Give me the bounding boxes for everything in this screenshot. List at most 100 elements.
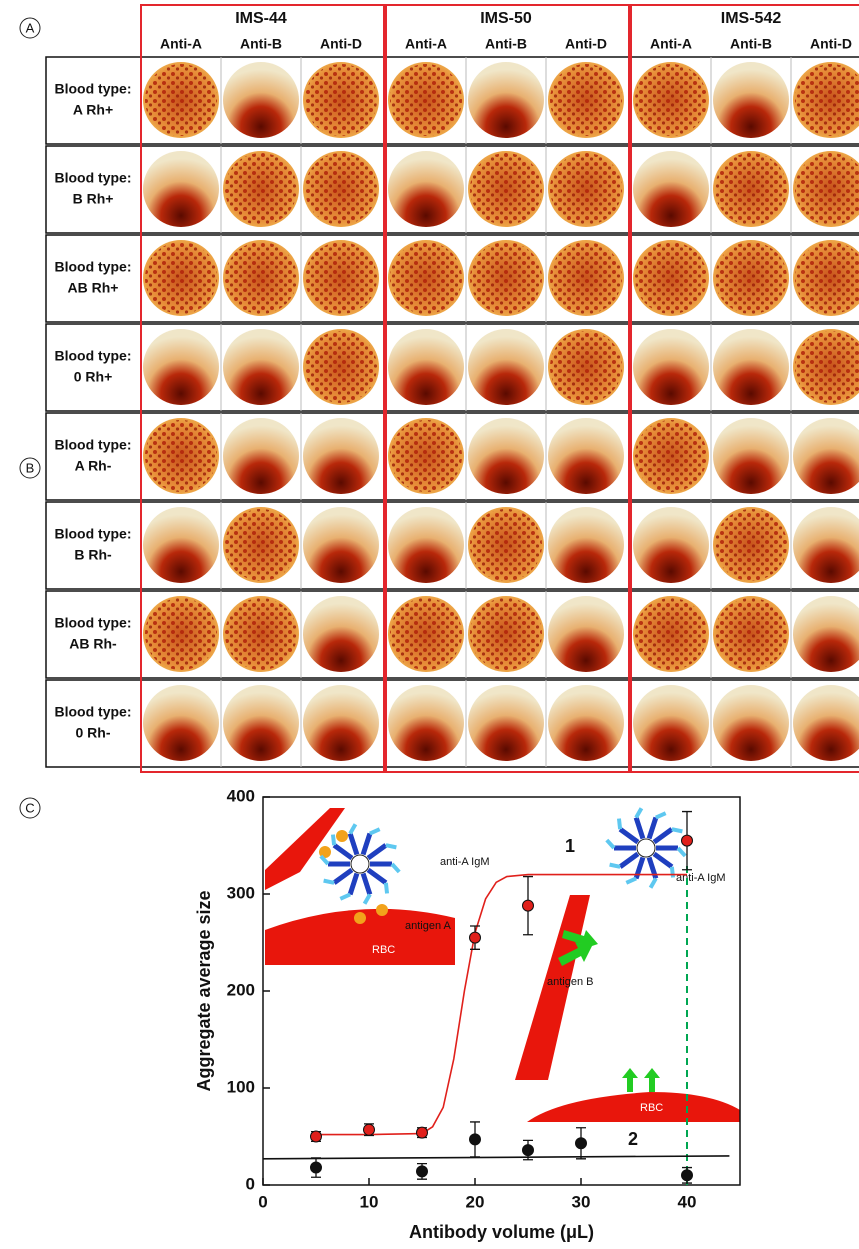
agglutinate xyxy=(715,242,787,314)
sample-well xyxy=(223,685,299,761)
data-point xyxy=(682,1170,693,1181)
antibody-tip xyxy=(392,864,399,872)
agglutinate xyxy=(715,153,787,225)
sample-well xyxy=(633,151,709,227)
y-tick-label: 100 xyxy=(227,1077,255,1096)
agglutinate xyxy=(390,242,462,314)
antigen-arrow xyxy=(622,1068,638,1092)
sample-well xyxy=(633,507,709,583)
antibody-tip xyxy=(672,867,673,878)
agglutinate xyxy=(635,420,707,492)
curve-label: 2 xyxy=(628,1129,638,1149)
antibody-arm xyxy=(334,870,352,883)
sample-well xyxy=(713,62,789,138)
sample-well xyxy=(713,329,789,405)
sample-well xyxy=(388,329,464,405)
sample-well xyxy=(303,507,379,583)
x-tick-label: 0 xyxy=(258,1192,267,1211)
data-point xyxy=(417,1127,428,1138)
agglutinate xyxy=(145,598,217,670)
group-title: IMS-44 xyxy=(235,10,287,27)
antibody-tip xyxy=(656,813,666,817)
agglutinate xyxy=(225,598,297,670)
sample-well xyxy=(223,329,299,405)
sample-well xyxy=(548,418,624,494)
row-label: AB Rh+ xyxy=(68,280,119,296)
agglutinate xyxy=(390,64,462,136)
sample-well xyxy=(303,685,379,761)
antibody-tip xyxy=(340,894,350,898)
group-title: IMS-542 xyxy=(721,10,782,27)
antigen xyxy=(336,830,348,842)
data-point xyxy=(470,1134,481,1145)
sample-well xyxy=(223,418,299,494)
column-label: Anti-D xyxy=(810,36,852,52)
row-label: Blood type: xyxy=(55,348,132,364)
antigen xyxy=(354,912,366,924)
agglutinate xyxy=(550,64,622,136)
column-label: Anti-D xyxy=(565,36,607,52)
curve-label: 1 xyxy=(565,836,575,856)
sample-well xyxy=(143,507,219,583)
agglutinate xyxy=(390,598,462,670)
row-label: 0 Rh+ xyxy=(74,369,113,385)
y-tick-label: 400 xyxy=(227,786,255,805)
sample-well xyxy=(468,329,544,405)
antibody-tip xyxy=(607,840,614,848)
antibody-tip xyxy=(365,894,370,903)
antibody-tip xyxy=(324,881,334,883)
sample-well xyxy=(388,151,464,227)
sample-well xyxy=(713,685,789,761)
antibody-core xyxy=(637,839,655,857)
annotation: RBC xyxy=(640,1102,663,1114)
row-label: Blood type: xyxy=(55,704,132,720)
data-point xyxy=(364,1124,375,1135)
y-tick-label: 200 xyxy=(227,980,255,999)
annotation: antigen A xyxy=(405,920,452,932)
sample-well xyxy=(143,685,219,761)
row-label: Blood type: xyxy=(55,437,132,453)
agglutinate xyxy=(145,420,217,492)
panel-label: A xyxy=(26,20,35,35)
photo-grid: Blood type:A Rh+Blood type:B Rh+Blood ty… xyxy=(46,5,859,772)
sample-well xyxy=(548,507,624,583)
plot-frame xyxy=(263,797,740,1185)
agglutinate xyxy=(305,331,377,403)
x-axis-label: Antibody volume (μL) xyxy=(409,1222,594,1242)
row-label: AB Rh- xyxy=(69,636,117,652)
antibody-tip xyxy=(386,845,396,847)
sample-well xyxy=(548,596,624,672)
column-label: Anti-A xyxy=(405,36,447,52)
sample-well xyxy=(143,151,219,227)
rbc-shape xyxy=(527,1092,740,1122)
agglutinate xyxy=(145,242,217,314)
agglutinate xyxy=(225,509,297,581)
agglutinate xyxy=(635,64,707,136)
antibody-tip xyxy=(636,808,641,817)
column-label: Anti-B xyxy=(730,36,772,52)
antibody-tip xyxy=(626,878,636,882)
row-label: Blood type: xyxy=(55,615,132,631)
data-point xyxy=(311,1131,322,1142)
agglutinate xyxy=(225,153,297,225)
antibody-arm xyxy=(368,845,386,858)
antibody-tip xyxy=(678,848,685,856)
antibody-tip xyxy=(350,824,355,833)
antibody-arm xyxy=(350,834,357,855)
data-point xyxy=(470,932,481,943)
fit-curve xyxy=(263,1156,729,1159)
agglutinate xyxy=(470,242,542,314)
column-label: Anti-A xyxy=(650,36,692,52)
annotation: anti-A IgM xyxy=(440,856,490,868)
row-label: Blood type: xyxy=(55,259,132,275)
row-label: 0 Rh- xyxy=(76,725,111,741)
sample-well xyxy=(468,418,544,494)
agglutinate xyxy=(305,153,377,225)
agglutinate xyxy=(550,242,622,314)
data-point xyxy=(576,1138,587,1149)
y-tick-label: 0 xyxy=(246,1174,255,1193)
agglutinate xyxy=(715,598,787,670)
annotation: antigen B xyxy=(547,976,593,988)
agglutinate xyxy=(635,242,707,314)
antibody-arm xyxy=(636,818,643,839)
